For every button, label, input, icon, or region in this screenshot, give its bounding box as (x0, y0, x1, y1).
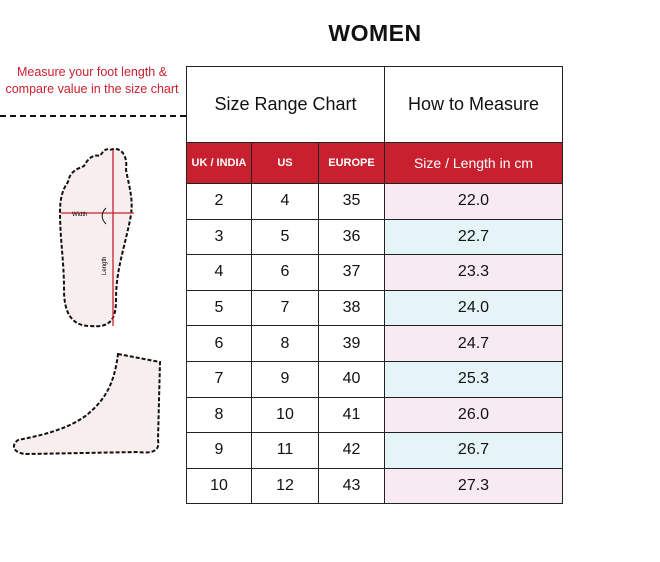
measure-instruction: Measure your foot length & compare value… (5, 65, 179, 96)
europe-size: 42 (318, 432, 385, 469)
length-cm: 26.0 (384, 396, 563, 434)
length-cm: 25.3 (384, 360, 563, 398)
table-row: 5 7 38 24.0 (186, 289, 563, 327)
us-size: 9 (251, 360, 319, 398)
uk-size: 7 (186, 360, 252, 398)
europe-size: 41 (318, 396, 385, 434)
uk-size: 10 (186, 467, 252, 505)
us-size: 8 (251, 325, 319, 362)
uk-size: 4 (186, 254, 252, 291)
us-size: 7 (251, 289, 319, 327)
size-chart-table: Size Range Chart How to Measure UK / IND… (186, 66, 563, 505)
table-row: 8 10 41 26.0 (186, 396, 563, 434)
us-size: 5 (251, 218, 319, 256)
us-size: 4 (251, 183, 319, 220)
us-size: 11 (251, 432, 319, 469)
uk-size: 6 (186, 325, 252, 362)
length-cm: 24.0 (384, 289, 563, 327)
uk-size: 9 (186, 432, 252, 469)
europe-size: 37 (318, 254, 385, 291)
foot-side-illustration (12, 352, 162, 456)
table-row: 7 9 40 25.3 (186, 360, 563, 398)
length-cm: 24.7 (384, 325, 563, 362)
length-label: Length (102, 257, 108, 275)
table-row: 2 4 35 22.0 (186, 183, 563, 220)
uk-size: 3 (186, 218, 252, 256)
uk-size: 2 (186, 183, 252, 220)
dashed-divider (0, 115, 186, 117)
page-title: WOMEN (328, 20, 422, 46)
length-cm: 23.3 (384, 254, 563, 291)
table-row: 6 8 39 24.7 (186, 325, 563, 362)
europe-size: 38 (318, 289, 385, 327)
length-cm: 22.0 (384, 183, 563, 220)
europe-size: 43 (318, 467, 385, 505)
us-size: 10 (251, 396, 319, 434)
europe-size: 36 (318, 218, 385, 256)
length-cm: 26.7 (384, 432, 563, 469)
width-label: Width (72, 212, 87, 218)
length-cm: 22.7 (384, 218, 563, 256)
uk-size: 8 (186, 396, 252, 434)
foot-sole-illustration: Width Length (58, 148, 134, 328)
size-range-chart-header: Size Range Chart (186, 66, 385, 143)
us-size: 6 (251, 254, 319, 291)
table-row: 3 5 36 22.7 (186, 218, 563, 256)
europe-size: 40 (318, 360, 385, 398)
col-uk-india: UK / INDIA (186, 142, 252, 184)
col-us: US (251, 142, 319, 184)
how-to-measure-header: How to Measure (384, 66, 563, 143)
length-cm: 27.3 (384, 467, 563, 505)
uk-size: 5 (186, 289, 252, 327)
us-size: 12 (251, 467, 319, 505)
table-row: 9 11 42 26.7 (186, 432, 563, 469)
table-row: 10 12 43 27.3 (186, 467, 563, 505)
col-length-cm: Size / Length in cm (384, 142, 563, 184)
europe-size: 35 (318, 183, 385, 220)
col-europe: EUROPE (318, 142, 385, 184)
table-row: 4 6 37 23.3 (186, 254, 563, 291)
europe-size: 39 (318, 325, 385, 362)
